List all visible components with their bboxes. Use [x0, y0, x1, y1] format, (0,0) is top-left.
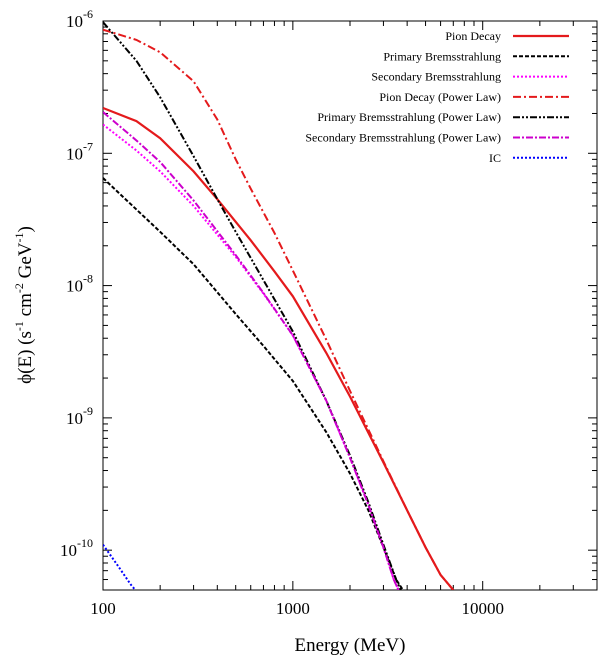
series-line-1: [103, 177, 404, 590]
y-title-part-2: cm: [15, 293, 36, 321]
legend-label-2: Secondary Bremsstrahlung: [371, 70, 501, 84]
series-line-3: [103, 28, 455, 590]
series-line-6: [103, 544, 137, 590]
legend-label-1: Primary Bremsstrahlung: [383, 49, 501, 63]
legend-label-0: Pion Decay: [445, 29, 501, 43]
svg-text:ϕ(E) (s-1 cm-2 GeV-1): ϕ(E) (s-1 cm-2 GeV-1): [12, 226, 36, 384]
y-tick-label: 10-10: [60, 536, 93, 560]
axis-ticks: 100 1000 10000 10-10 10-9 10-8 10-7 10-6: [60, 7, 597, 618]
series-line-0: [103, 106, 455, 590]
y-tick-label: 10-6: [66, 7, 93, 31]
series-layer: [103, 21, 455, 590]
legend-label-6: IC: [489, 151, 501, 165]
legend-label-3: Pion Decay (Power Law): [379, 90, 501, 104]
series-line-2: [103, 123, 400, 590]
y-axis-title: ϕ(E) (s-1 cm-2 GeV-1): [12, 226, 36, 384]
y-title-part-3: -2: [12, 283, 26, 293]
x-axis-title: Energy (MeV): [295, 635, 406, 656]
y-title-part-0: ϕ(E) (s: [15, 331, 36, 384]
series-line-5: [103, 111, 400, 590]
y-title-part-1: -1: [12, 321, 26, 331]
plot-frame: [102, 20, 598, 591]
y-tick-label: 10-8: [66, 272, 93, 296]
x-tick-label: 1000: [276, 599, 310, 618]
legend-label-4: Primary Bremsstrahlung (Power Law): [317, 110, 501, 124]
y-tick-label: 10-9: [66, 404, 93, 428]
x-tick-label: 10000: [461, 599, 504, 618]
y-title-part-6: ): [15, 226, 36, 232]
y-title-part-5: -1: [12, 232, 26, 242]
x-tick-label: 100: [90, 599, 116, 618]
series-line-4: [103, 21, 402, 590]
y-tick-label: 10-7: [66, 139, 93, 163]
legend-label-5: Secondary Bremsstrahlung (Power Law): [305, 131, 501, 145]
y-title-part-4: GeV: [15, 242, 36, 283]
legend: Pion Decay Primary Bremsstrahlung Secondar…: [305, 29, 569, 165]
